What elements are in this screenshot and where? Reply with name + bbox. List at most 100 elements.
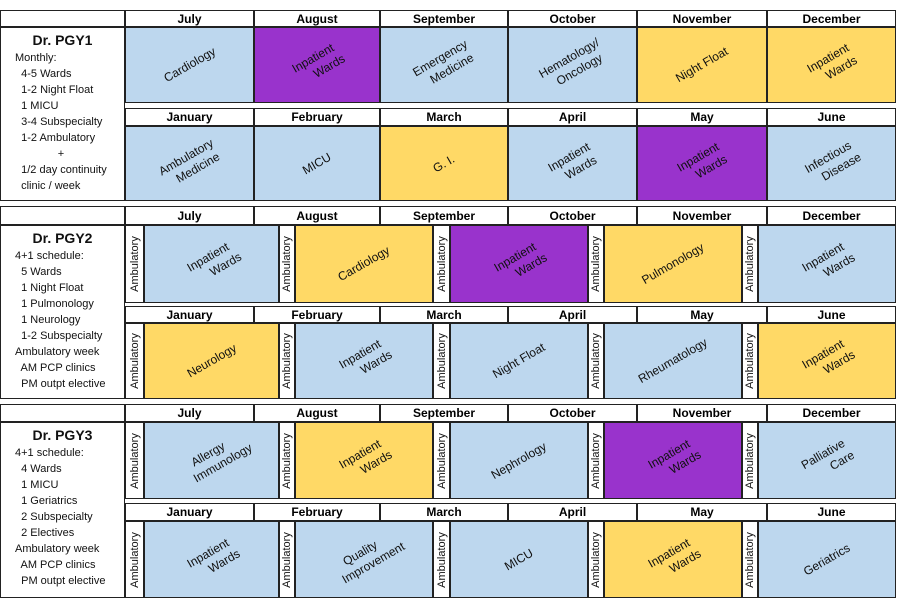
month-header: August — [254, 10, 380, 27]
rotation-label: Hematology/ Oncology — [535, 35, 605, 92]
schedule-note-line: 1-2 Subspecialty — [15, 330, 103, 342]
rotation-label: MICU — [501, 545, 536, 573]
schedule-note-line: 1-2 Night Float — [15, 84, 94, 96]
ambulatory-strip: Ambulatory — [433, 521, 450, 598]
month-header: October — [508, 404, 637, 422]
month-header: December — [767, 206, 896, 225]
rotation-label: Palliative Care — [798, 435, 857, 486]
rotation-cell: Inpatient Wards — [144, 225, 279, 303]
rotation-label: Inpatient Wards — [184, 239, 244, 291]
month-header: October — [508, 10, 637, 27]
schedule-note-line: 1-2 Ambulatory — [15, 132, 96, 144]
schedule-note-line: 4+1 schedule: — [15, 447, 84, 459]
rotation-cell: Infectious Disease — [767, 126, 896, 201]
rotation-cell: Ambulatory Medicine — [125, 126, 254, 201]
month-header: July — [125, 206, 254, 225]
schedule-note-line: 5 Wards — [15, 266, 62, 278]
rotation-label: Emergency Medicine — [410, 36, 477, 92]
pgy1-info-cell: Dr. PGY1 Monthly: 4-5 Wards 1-2 Night Flo… — [0, 27, 125, 201]
rotation-label: G. I. — [430, 151, 458, 175]
schedule-note-line: + — [15, 148, 65, 160]
ambulatory-strip: Ambulatory — [433, 422, 450, 499]
rotation-label: Inpatient Wards — [799, 239, 858, 290]
rotation-label: Neurology — [184, 340, 239, 381]
rotation-cell: G. I. — [380, 126, 508, 201]
month-header: November — [637, 404, 767, 422]
month-header: February — [254, 108, 380, 126]
month-header: March — [380, 306, 508, 323]
ambulatory-strip: Ambulatory — [588, 323, 604, 399]
rotation-label: Geriatrics — [801, 540, 853, 578]
rotation-cell: Inpatient Wards — [637, 126, 767, 201]
rotation-cell: Allergy Immunology — [144, 422, 279, 499]
month-header: October — [508, 206, 637, 225]
rotation-label: Quality Improvement — [327, 537, 408, 593]
month-header: July — [125, 10, 254, 27]
ambulatory-label: Ambulatory — [744, 531, 756, 588]
ambulatory-label: Ambulatory — [435, 531, 448, 588]
month-header: April — [508, 503, 637, 521]
rotation-label: Inpatient Wards — [336, 435, 395, 487]
rotation-cell: Inpatient Wards — [604, 521, 742, 598]
ambulatory-strip: Ambulatory — [279, 323, 295, 399]
rotation-cell: MICU — [254, 126, 380, 201]
ambulatory-strip: Ambulatory — [125, 422, 144, 499]
rotation-cell: Cardiology — [125, 27, 254, 103]
rotation-label: Inpatient Wards — [645, 534, 704, 586]
rotation-cell: Inpatient Wards — [604, 422, 742, 499]
schedule-note-line: AM PCP clinics — [15, 362, 96, 374]
rotation-label: Inpatient Wards — [674, 139, 730, 188]
rotation-cell: Geriatrics — [758, 521, 896, 598]
month-header: August — [254, 206, 380, 225]
ambulatory-label: Ambulatory — [281, 531, 293, 588]
ambulatory-strip: Ambulatory — [279, 422, 295, 499]
schedule-note-line: clinic / week — [15, 180, 81, 192]
pgy1-corner — [0, 10, 125, 27]
rotation-cell: Inpatient Wards — [758, 225, 896, 303]
ambulatory-label: Ambulatory — [590, 333, 602, 389]
schedule-note-line: 4 Wards — [15, 463, 62, 475]
rotation-cell: Inpatient Wards — [450, 225, 588, 303]
rotation-label: Ambulatory Medicine — [155, 135, 222, 191]
ambulatory-label: Ambulatory — [435, 333, 448, 389]
month-header: May — [637, 503, 767, 521]
ambulatory-strip: Ambulatory — [742, 422, 758, 499]
rotation-cell: Night Float — [450, 323, 588, 399]
rotation-cell: Pulmonology — [604, 225, 742, 303]
ambulatory-strip: Ambulatory — [433, 225, 450, 303]
rotation-cell: Inpatient Wards — [767, 27, 896, 103]
ambulatory-strip: Ambulatory — [588, 422, 604, 499]
rotation-label: Pulmonology — [639, 240, 707, 287]
ambulatory-label: Ambulatory — [281, 333, 293, 389]
schedule-note-line: 1 Pulmonology — [15, 298, 94, 310]
schedule-note-line: 1 MICU — [15, 100, 59, 112]
schedule-note-line: 4+1 schedule: — [15, 250, 84, 262]
ambulatory-label: Ambulatory — [744, 236, 756, 292]
month-header: May — [637, 306, 767, 323]
schedule-note-line: 1 Geriatrics — [15, 495, 78, 507]
schedule-note-line: 1/2 day continuity — [15, 164, 107, 176]
month-header: January — [125, 108, 254, 126]
rotation-cell: Inpatient Wards — [508, 126, 637, 201]
month-header: May — [637, 108, 767, 126]
ambulatory-strip: Ambulatory — [588, 521, 604, 598]
schedule-note-line: PM outpt elective — [15, 378, 106, 390]
ambulatory-label: Ambulatory — [128, 531, 141, 588]
rotation-label: Rheumatology — [635, 335, 710, 386]
ambulatory-label: Ambulatory — [590, 432, 602, 489]
month-header: September — [380, 206, 508, 225]
schedule-note-line: 2 Subspecialty — [15, 511, 93, 523]
rotation-label: Cardiology — [160, 44, 218, 85]
ambulatory-label: Ambulatory — [435, 432, 448, 489]
month-header: January — [125, 306, 254, 323]
ambulatory-label: Ambulatory — [744, 333, 756, 389]
ambulatory-label: Ambulatory — [128, 333, 141, 389]
schedule-note-line: Monthly: — [15, 52, 57, 64]
month-header: February — [254, 503, 380, 521]
month-header: August — [254, 404, 380, 422]
schedule-note-line: 1 MICU — [15, 479, 59, 491]
rotation-label: Inpatient Wards — [491, 239, 550, 290]
ambulatory-label: Ambulatory — [435, 236, 448, 292]
schedule-note-line: AM PCP clinics — [15, 559, 96, 571]
